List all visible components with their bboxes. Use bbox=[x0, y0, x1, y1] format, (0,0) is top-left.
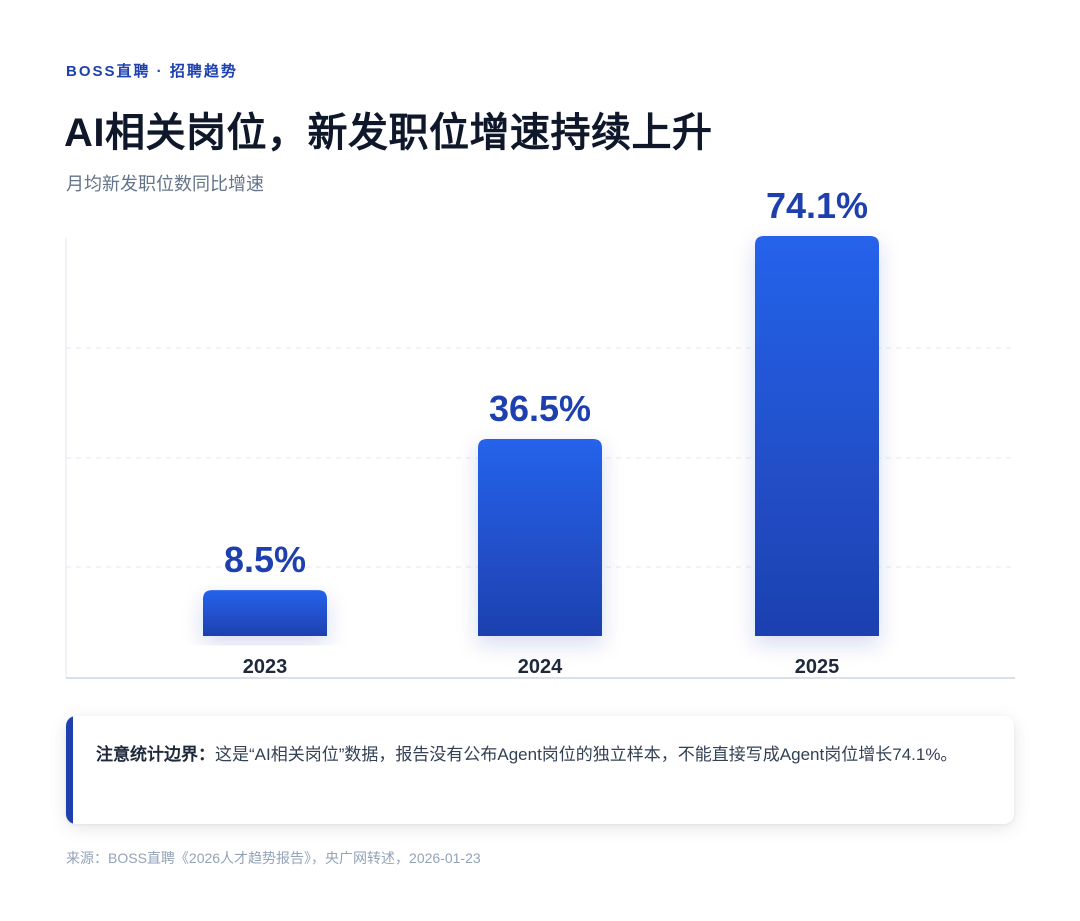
chart-title: AI相关岗位，新发职位增速持续上升 bbox=[64, 111, 713, 155]
bar-2023 bbox=[203, 590, 327, 636]
data-label-2023: 8.5% bbox=[224, 539, 306, 580]
note-body: 这是“AI相关岗位”数据，报告没有公布Agent岗位的独立样本，不能直接写成Ag… bbox=[215, 745, 958, 764]
x-tick-label-2023: 2023 bbox=[243, 656, 288, 678]
x-tick-label-2024: 2024 bbox=[518, 656, 563, 678]
bar-2025 bbox=[755, 236, 879, 636]
note-label: 注意统计边界： bbox=[96, 745, 215, 764]
bar-chart: 8.5% 2023 36.5% 2024 74.1% 2025 bbox=[65, 185, 1015, 679]
eyebrow-label: BOSS直聘 · 招聘趋势 bbox=[66, 63, 238, 80]
x-tick-label-2025: 2025 bbox=[795, 656, 840, 678]
source-citation: 来源：BOSS直聘《2026人才趋势报告》，央广网转述，2026-01-23 bbox=[66, 850, 481, 866]
data-label-2024: 36.5% bbox=[489, 388, 591, 429]
note-callout: 注意统计边界：这是“AI相关岗位”数据，报告没有公布Agent岗位的独立样本，不… bbox=[66, 716, 1014, 824]
note-text-block: 注意统计边界：这是“AI相关岗位”数据，报告没有公布Agent岗位的独立样本，不… bbox=[96, 740, 984, 769]
bar-2024 bbox=[478, 438, 602, 636]
note-accent-bar bbox=[66, 716, 73, 824]
chart-subtitle: 月均新发职位数同比增速 bbox=[66, 174, 264, 194]
data-label-2025: 74.1% bbox=[766, 185, 868, 226]
